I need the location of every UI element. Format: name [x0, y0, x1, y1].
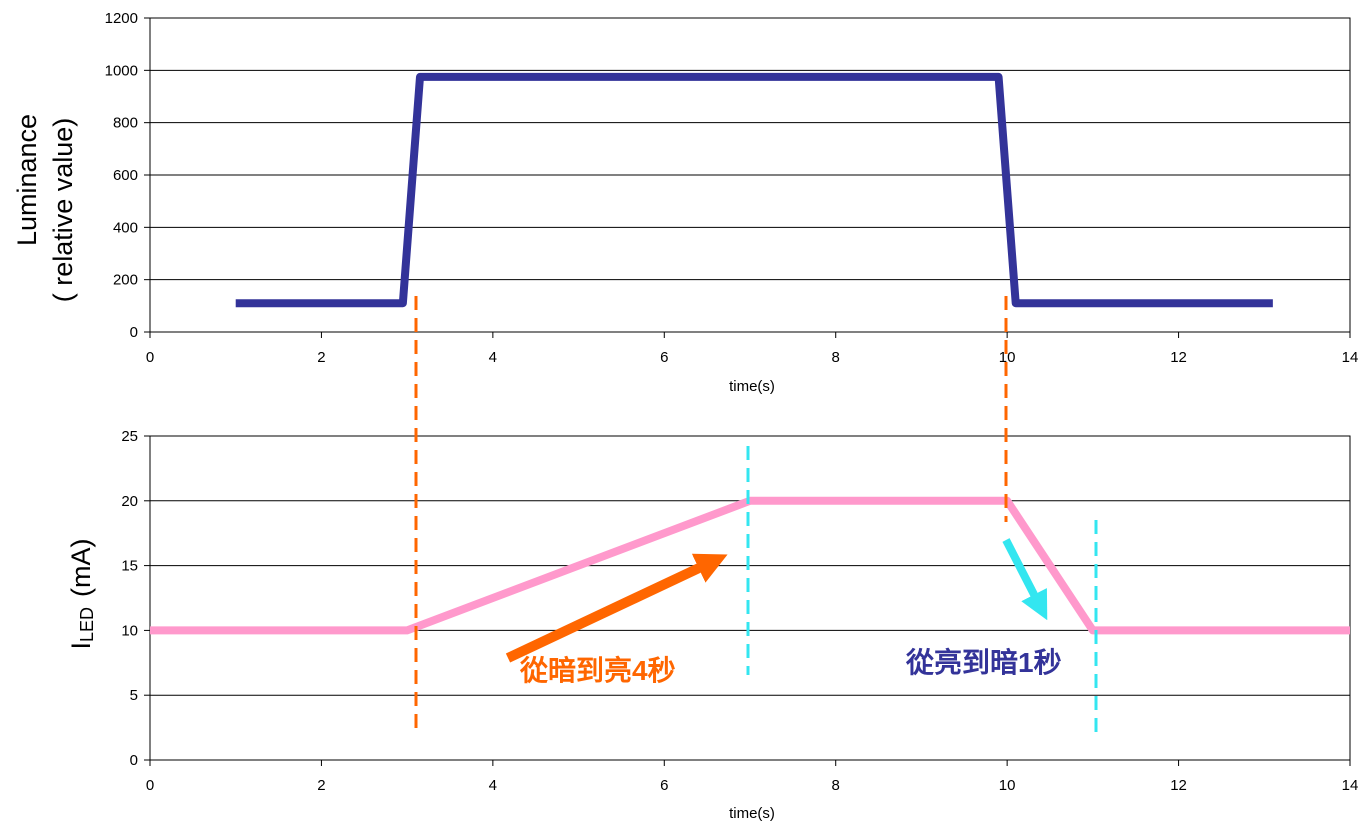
yaxis-title-subscript: LED — [77, 607, 97, 642]
bottom-xtick-label-1: 2 — [317, 777, 325, 794]
bottom-ytick-label-1: 5 — [130, 687, 138, 704]
bottom-xtick-label-3: 6 — [660, 777, 668, 794]
bottom-ytick-label-4: 20 — [121, 493, 138, 510]
top-ytick-label-2: 400 — [113, 219, 138, 236]
bottom-xtick-label-6: 12 — [1170, 777, 1187, 794]
top-ytick-label-3: 600 — [113, 167, 138, 184]
bottom-xtick-label-5: 10 — [999, 777, 1016, 794]
bottom-xaxis-title: time(s) — [729, 805, 775, 822]
bottom-series-line — [150, 496, 1350, 635]
top-xaxis-title: time(s) — [729, 378, 775, 395]
top-xtick-label-7: 14 — [1342, 349, 1359, 366]
rise-arrow — [505, 553, 728, 663]
top-xtick-label-3: 6 — [660, 349, 668, 366]
yaxis-title-unit: (mA) — [66, 538, 96, 596]
bottom-ytick-label-0: 0 — [130, 752, 138, 769]
yaxis-title-main: I — [66, 642, 96, 650]
bottom-xtick-label-0: 0 — [146, 777, 154, 794]
top-xtick-label-6: 12 — [1170, 349, 1187, 366]
top-ytick-label-5: 1000 — [105, 62, 138, 79]
top-xtick-label-2: 4 — [489, 349, 497, 366]
top-ytick-label-4: 800 — [113, 115, 138, 132]
top-xtick-label-1: 2 — [317, 349, 325, 366]
rise-annotation: 從暗到亮4秒 — [519, 654, 676, 686]
bottom-xtick-label-2: 4 — [489, 777, 497, 794]
annotation-layer: 從暗到亮4秒 從亮到暗1秒 — [414, 296, 1098, 735]
bottom-ytick-label-3: 15 — [121, 558, 138, 575]
top-yaxis-title-line2: ( relative value) — [48, 118, 78, 303]
fall-annotation: 從亮到暗1秒 — [905, 646, 1062, 678]
luminance-plot: 0 200 400 600 800 1000 1200 0 2 4 6 8 10 12 14 time(s) L… — [12, 10, 1358, 395]
top-ytick-label-6: 1200 — [105, 10, 138, 27]
top-xtick-label-5: 10 — [999, 349, 1016, 366]
top-series-line — [235, 72, 1273, 308]
current-plot: 0 5 10 15 20 25 0 2 4 6 8 10 12 14 time(s) ILED (mA) — [66, 428, 1358, 822]
top-xtick-label-4: 8 — [832, 349, 840, 366]
top-xtick-label-0: 0 — [146, 349, 154, 366]
top-ytick-label-1: 200 — [113, 272, 138, 289]
bottom-ytick-label-2: 10 — [121, 622, 138, 639]
bottom-xtick-label-4: 8 — [832, 777, 840, 794]
bottom-plot-frame — [149, 435, 1351, 761]
bottom-ytick-label-5: 25 — [121, 428, 138, 445]
top-ytick-label-0: 0 — [130, 324, 138, 341]
bottom-xtick-label-7: 14 — [1342, 777, 1359, 794]
top-yaxis-title-line1: Luminance — [12, 114, 42, 246]
bottom-yaxis-title: ILED (mA) — [66, 538, 97, 649]
fall-arrow — [1002, 538, 1048, 621]
